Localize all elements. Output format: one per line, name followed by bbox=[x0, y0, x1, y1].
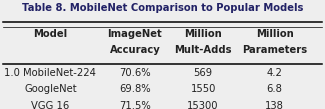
Text: 15300: 15300 bbox=[188, 101, 219, 109]
Text: Million: Million bbox=[256, 29, 293, 39]
Text: 70.6%: 70.6% bbox=[119, 68, 151, 78]
Text: Accuracy: Accuracy bbox=[110, 45, 160, 55]
Text: Parameters: Parameters bbox=[242, 45, 307, 55]
Text: 1550: 1550 bbox=[190, 84, 216, 95]
Text: 569: 569 bbox=[194, 68, 213, 78]
Text: Mult-Adds: Mult-Adds bbox=[175, 45, 232, 55]
Text: Model: Model bbox=[33, 29, 68, 39]
Text: Million: Million bbox=[184, 29, 222, 39]
Text: 138: 138 bbox=[265, 101, 284, 109]
Text: 6.8: 6.8 bbox=[267, 84, 282, 95]
Text: Table 8. MobileNet Comparison to Popular Models: Table 8. MobileNet Comparison to Popular… bbox=[22, 3, 303, 13]
Text: GoogleNet: GoogleNet bbox=[24, 84, 77, 95]
Text: 69.8%: 69.8% bbox=[119, 84, 151, 95]
Text: VGG 16: VGG 16 bbox=[31, 101, 70, 109]
Text: 4.2: 4.2 bbox=[267, 68, 282, 78]
Text: ImageNet: ImageNet bbox=[108, 29, 162, 39]
Text: 71.5%: 71.5% bbox=[119, 101, 151, 109]
Text: 1.0 MobileNet-224: 1.0 MobileNet-224 bbox=[5, 68, 96, 78]
